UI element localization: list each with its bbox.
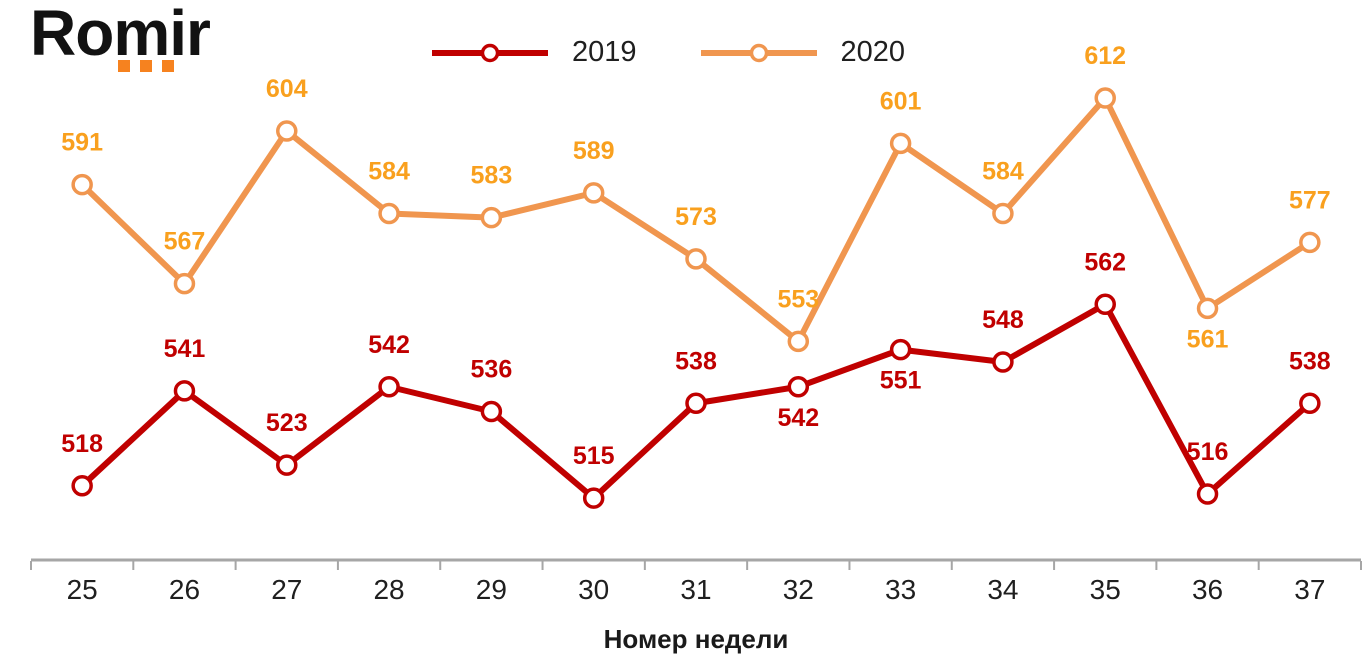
- x-axis-title: Номер недели: [604, 624, 789, 654]
- x-axis-tick-label: 35: [1090, 574, 1121, 605]
- data-point-label: 542: [777, 404, 819, 432]
- x-axis-tick-label: 32: [783, 574, 814, 605]
- data-point-label: 523: [266, 409, 308, 437]
- data-point-label: 536: [471, 356, 513, 384]
- data-point-label: 584: [982, 158, 1024, 186]
- data-point-marker: [173, 272, 196, 295]
- x-axis-tick-label: 25: [67, 574, 98, 605]
- data-point-label: 584: [368, 158, 410, 186]
- data-point-marker: [71, 173, 93, 196]
- data-point-label: 541: [164, 335, 206, 363]
- legend-item-2019: 2019: [430, 36, 637, 69]
- data-point-marker: [480, 206, 503, 229]
- data-point-marker: [889, 338, 912, 361]
- data-point-marker: [992, 202, 1014, 225]
- data-point-marker: [1094, 87, 1116, 109]
- data-point-label: 589: [573, 137, 615, 165]
- data-point-label: 516: [1187, 438, 1229, 466]
- x-axis-tick-label: 36: [1192, 574, 1223, 605]
- data-point-label: 553: [777, 285, 819, 313]
- data-point-marker: [1299, 392, 1321, 414]
- data-point-marker: [582, 182, 605, 204]
- legend-marker-icon: [480, 43, 500, 62]
- data-point-marker: [1196, 297, 1219, 320]
- data-point-marker: [889, 132, 912, 155]
- data-point-label: 562: [1084, 248, 1126, 276]
- data-point-marker: [787, 330, 810, 353]
- logo-dot: [140, 60, 152, 72]
- data-point-marker: [378, 202, 400, 225]
- x-axis-tick-label: 26: [169, 574, 200, 605]
- data-point-marker: [685, 248, 707, 270]
- data-point-label: 583: [471, 162, 513, 190]
- x-axis-tick-label: 33: [885, 574, 916, 605]
- data-point-marker: [276, 120, 298, 142]
- logo-dot: [162, 60, 174, 72]
- data-point-marker: [276, 454, 298, 476]
- data-point-marker: [378, 376, 400, 398]
- data-point-label: 604: [266, 75, 308, 103]
- data-point-marker: [582, 487, 605, 509]
- data-point-label: 567: [164, 228, 206, 256]
- chart-legend: 2019 2020: [430, 36, 905, 69]
- data-point-marker: [173, 380, 196, 402]
- data-point-marker: [685, 392, 707, 414]
- data-point-label: 518: [61, 430, 103, 458]
- x-axis-tick-label: 29: [476, 574, 507, 605]
- data-point-marker: [1299, 231, 1321, 254]
- data-point-label: 561: [1187, 325, 1229, 353]
- x-axis-tick-label: 28: [373, 574, 404, 605]
- logo-text: Romir: [30, 0, 211, 69]
- legend-line-sample-2020: [700, 43, 817, 62]
- legend-line-sample-2019: [432, 43, 548, 62]
- data-point-label: 515: [573, 442, 615, 470]
- data-point-marker: [787, 376, 810, 398]
- x-axis-tick-label: 37: [1294, 574, 1325, 605]
- x-axis-tick-label: 30: [578, 574, 609, 605]
- data-point-marker: [1196, 483, 1219, 505]
- data-point-label: 591: [61, 129, 103, 157]
- legend-marker-icon: [749, 43, 768, 62]
- x-axis-tick-label: 34: [987, 574, 1018, 605]
- legend-item-2020: 2020: [699, 36, 906, 69]
- x-axis-tick-label: 31: [680, 574, 711, 605]
- data-point-label: 601: [880, 87, 922, 115]
- legend-label: 2019: [572, 36, 637, 68]
- data-point-label: 548: [982, 306, 1024, 334]
- data-point-label: 612: [1084, 42, 1126, 70]
- x-axis-tick-label: 27: [271, 574, 302, 605]
- data-point-label: 573: [675, 203, 717, 231]
- data-point-marker: [992, 351, 1014, 373]
- data-point-label: 538: [1289, 347, 1331, 375]
- data-point-label: 577: [1289, 186, 1331, 214]
- data-point-marker: [480, 400, 503, 423]
- data-point-label: 551: [880, 367, 922, 395]
- romir-logo: Romir: [30, 0, 260, 90]
- logo-dot: [118, 60, 130, 72]
- data-point-marker: [1094, 293, 1116, 315]
- data-point-label: 538: [675, 347, 717, 375]
- data-point-label: 542: [368, 331, 410, 359]
- logo-dots-icon: [118, 60, 174, 72]
- data-point-marker: [71, 475, 93, 497]
- legend-label: 2020: [840, 36, 906, 68]
